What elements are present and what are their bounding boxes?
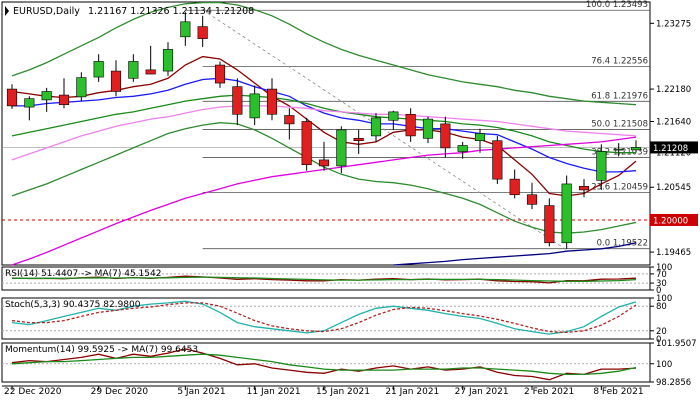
chart-ohlc-label: 1.21167 1.21326 1.21134 1.21208 xyxy=(88,6,254,17)
panel-tick-label: 0 xyxy=(656,335,661,345)
candle-body xyxy=(405,113,416,137)
panel-tick-label: 101.9507 xyxy=(656,339,697,349)
chart-symbol-label: EURUSD,Daily xyxy=(13,6,80,17)
panel-tick-label: 70 xyxy=(656,270,667,280)
candle-body xyxy=(596,151,607,181)
panel-tick-label: 100 xyxy=(656,263,672,273)
candle-body xyxy=(110,70,122,92)
indicator-panel-frame-2 xyxy=(1,297,651,340)
candle-body xyxy=(214,64,226,84)
support-price-tag xyxy=(650,213,698,226)
overlay-series-line xyxy=(11,94,636,154)
candle-body xyxy=(561,183,572,244)
panel-tick-label: 30 xyxy=(656,279,667,289)
panel-tick-label: 80 xyxy=(656,302,667,312)
candle-body xyxy=(162,49,174,72)
candle-body xyxy=(249,93,260,119)
fib-level-label: 100.0 1.23493 xyxy=(586,0,648,10)
indicator-panel-frame-1 xyxy=(1,266,651,291)
y-tick-label: 1.20545 xyxy=(656,183,691,193)
fib-level-label: 0.0 1.19522 xyxy=(597,239,648,249)
overlay-series-line xyxy=(393,242,637,266)
main-plot-frame xyxy=(1,1,651,266)
support-price-label: 1.20000 xyxy=(653,216,688,226)
panel-title: Momentum(14) 99.5925 -> MA(7) 99.6453 xyxy=(5,345,198,355)
trendline xyxy=(202,9,567,251)
panel-tick-label: 98.2856 xyxy=(656,378,691,388)
candle-body xyxy=(422,118,434,139)
candle-body xyxy=(336,129,347,167)
overlay-series-line xyxy=(12,77,637,173)
candle-body xyxy=(474,133,486,142)
overlay-series-line xyxy=(11,55,637,197)
indicator-panel-frame-3 xyxy=(1,342,651,383)
current-price-tag xyxy=(650,141,698,154)
fib-level-label: 76.4 1.22556 xyxy=(591,56,648,66)
candle-body xyxy=(93,61,104,78)
candle-body xyxy=(232,86,243,115)
candle-body xyxy=(630,147,642,151)
candle-body xyxy=(388,111,399,121)
overlay-series-line xyxy=(11,1,637,106)
fib-level-label: 50.0 1.21508 xyxy=(591,119,648,129)
candle-body xyxy=(58,94,70,105)
x-tick-label: 22 Dec 2020 xyxy=(4,387,62,397)
candle-body xyxy=(353,138,364,142)
y-tick-label: 1.23275 xyxy=(656,19,691,29)
candle-body xyxy=(266,88,278,115)
panel-title: RSI(14) 51.4407 -> MA(7) 45.1542 xyxy=(5,269,161,279)
panel-series-line xyxy=(12,276,637,282)
x-tick-label: 27 Jan 2021 xyxy=(455,387,509,397)
panel-tick-label: 20 xyxy=(656,327,667,337)
candle-body xyxy=(613,148,624,151)
candle-body xyxy=(370,117,382,137)
x-tick-label: 5 Jan 2021 xyxy=(177,387,225,397)
candle-body xyxy=(24,98,35,108)
panel-tick-label: 0 xyxy=(656,286,661,296)
candle-body xyxy=(544,205,555,244)
candle-body xyxy=(180,21,191,38)
y-tick-label: 1.21120 xyxy=(656,149,691,159)
panel-tick-label: 100 xyxy=(656,360,672,370)
candle-body xyxy=(41,91,52,101)
x-tick-label: 21 Jan 2021 xyxy=(385,387,439,397)
x-tick-label: 11 Jan 2021 xyxy=(247,387,301,397)
overlay-series-line xyxy=(11,105,637,161)
panel-title: Stoch(5,3,3) 90.4375 82.9800 xyxy=(5,300,141,310)
symbol-arrow-icon xyxy=(5,6,9,16)
candle-body xyxy=(492,140,503,180)
candle-body xyxy=(440,123,451,149)
candle-body xyxy=(526,194,538,205)
candle-body xyxy=(457,145,468,152)
panel-series-line xyxy=(11,353,637,376)
candle-body xyxy=(318,159,330,167)
y-tick-label: 1.19465 xyxy=(656,248,691,258)
candle-body xyxy=(284,115,295,125)
x-tick-label: 29 Dec 2020 xyxy=(91,387,149,397)
candle-body xyxy=(145,69,156,75)
y-tick-label: 1.22180 xyxy=(656,85,691,95)
x-tick-label: 8 Feb 2021 xyxy=(593,387,643,397)
candle-body xyxy=(6,88,18,107)
candle-body xyxy=(128,61,139,79)
y-tick-label: 1.21640 xyxy=(656,117,691,127)
fib-level-label: 23.6 1.20459 xyxy=(591,182,648,192)
candle-body xyxy=(509,178,520,196)
fib-level-label: 61.8 1.21976 xyxy=(591,91,648,101)
panel-series-line xyxy=(11,302,637,334)
candle-body xyxy=(76,77,87,98)
x-tick-label: 2 Feb 2021 xyxy=(524,387,574,397)
candle-body xyxy=(301,121,312,166)
panel-tick-label: 100 xyxy=(656,294,672,304)
candle-body xyxy=(578,186,590,191)
x-tick-label: 15 Jan 2021 xyxy=(316,387,370,397)
current-price-label: 1.21208 xyxy=(653,144,688,154)
candle-body xyxy=(197,26,208,39)
